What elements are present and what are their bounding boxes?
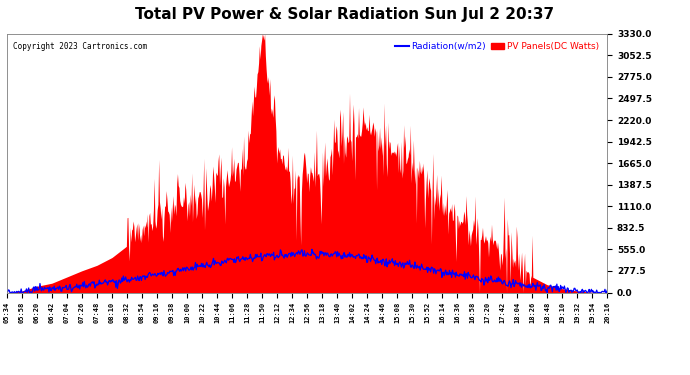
- Text: Total PV Power & Solar Radiation Sun Jul 2 20:37: Total PV Power & Solar Radiation Sun Jul…: [135, 8, 555, 22]
- Legend: Radiation(w/m2), PV Panels(DC Watts): Radiation(w/m2), PV Panels(DC Watts): [392, 38, 602, 54]
- Text: Copyright 2023 Cartronics.com: Copyright 2023 Cartronics.com: [13, 42, 147, 51]
